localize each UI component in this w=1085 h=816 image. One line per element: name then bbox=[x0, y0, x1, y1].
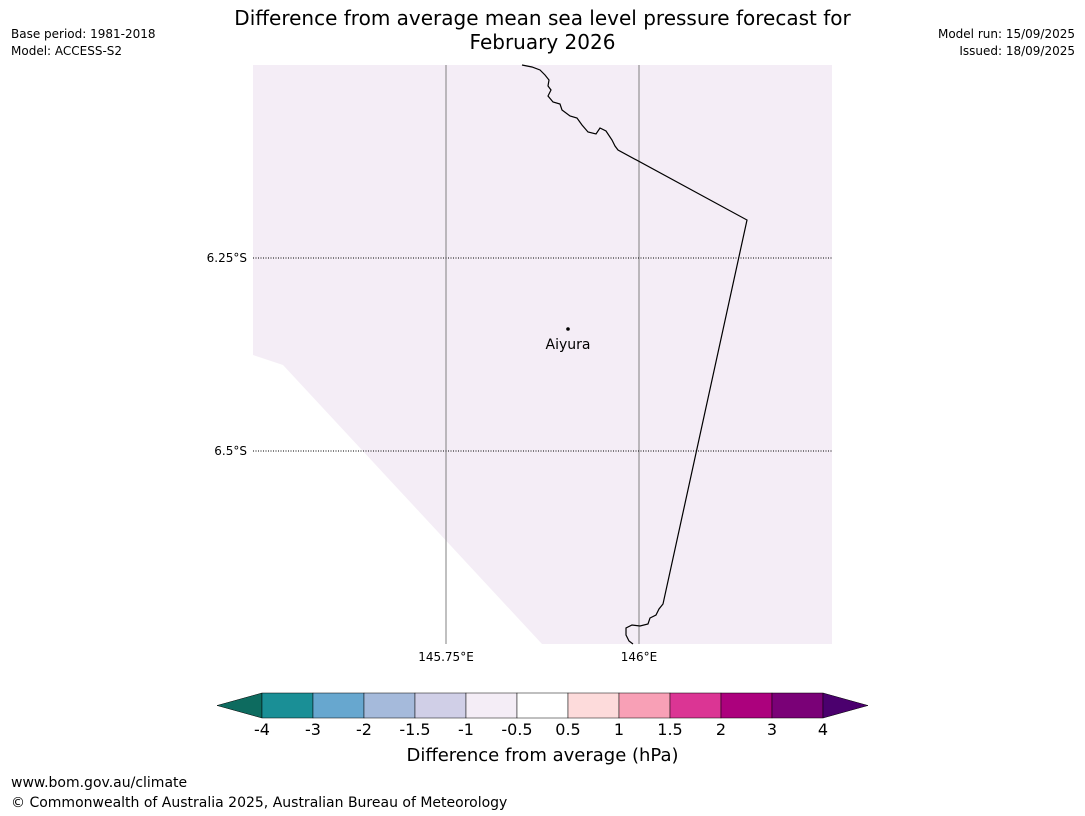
colorbar-label: Difference from average (hPa) bbox=[406, 745, 679, 766]
anomaly-fill bbox=[253, 65, 832, 644]
colorbar-tick-label: 1 bbox=[614, 720, 624, 739]
colorbar-tick-label: -1 bbox=[458, 720, 474, 739]
colorbar-tick-label: -3 bbox=[305, 720, 321, 739]
colorbar-tick-label: 1.5 bbox=[657, 720, 682, 739]
base-period: Base period: 1981-2018 bbox=[11, 27, 156, 41]
meta-right: Model run: 15/09/2025 Issued: 18/09/2025 bbox=[938, 26, 1075, 60]
colorbar-tick-label: -4 bbox=[254, 720, 270, 739]
colorbar: -4 -3 -2 -1.5 -1 -0.5 0.5 1 1.5 2 3 4 bbox=[216, 692, 869, 739]
colorbar-tick-label: -2 bbox=[356, 720, 372, 739]
colorbar-tick-label: 2 bbox=[716, 720, 726, 739]
colorbar-extend-high bbox=[822, 692, 869, 719]
lon-label-146: 146°E bbox=[621, 650, 658, 664]
model-name: Model: ACCESS-S2 bbox=[11, 44, 123, 58]
colorbar-swatch bbox=[618, 692, 671, 719]
meta-left: Base period: 1981-2018 Model: ACCESS-S2 bbox=[11, 26, 156, 60]
colorbar-tick-label: 3 bbox=[767, 720, 777, 739]
colorbar-extend-low bbox=[216, 692, 263, 719]
colorbar-swatch bbox=[363, 692, 416, 719]
colorbar-swatch bbox=[465, 692, 518, 719]
issued-date: Issued: 18/09/2025 bbox=[959, 44, 1075, 58]
lon-label-145-75: 145.75°E bbox=[418, 650, 474, 664]
colorbar-swatch bbox=[720, 692, 773, 719]
title-line-1: Difference from average mean sea level p… bbox=[234, 6, 851, 30]
lat-label-6-25: 6.25°S bbox=[207, 251, 247, 265]
colorbar-swatch bbox=[312, 692, 365, 719]
map-title: Difference from average mean sea level p… bbox=[180, 6, 905, 54]
colorbar-tick-label: 4 bbox=[818, 720, 828, 739]
colorbar-swatch bbox=[261, 692, 314, 719]
aiyura-label: Aiyura bbox=[546, 337, 591, 353]
model-run: Model run: 15/09/2025 bbox=[937, 27, 1075, 41]
footer-copyright: © Commonwealth of Australia 2025, Austra… bbox=[11, 795, 508, 811]
colorbar-swatch bbox=[414, 692, 467, 719]
colorbar-tick-label: -0.5 bbox=[501, 720, 532, 739]
colorbar-swatch bbox=[516, 692, 569, 719]
colorbar-swatch bbox=[567, 692, 620, 719]
title-line-2: February 2026 bbox=[469, 30, 616, 54]
colorbar-swatch bbox=[669, 692, 722, 719]
colorbar-tick-label: -1.5 bbox=[399, 720, 430, 739]
province-border bbox=[521, 64, 748, 645]
footer-url: www.bom.gov.au/climate bbox=[11, 775, 188, 791]
lat-label-6-5: 6.5°S bbox=[214, 444, 247, 458]
aiyura-marker bbox=[566, 327, 570, 331]
colorbar-swatch bbox=[771, 692, 824, 719]
colorbar-tick-label: 0.5 bbox=[555, 720, 580, 739]
